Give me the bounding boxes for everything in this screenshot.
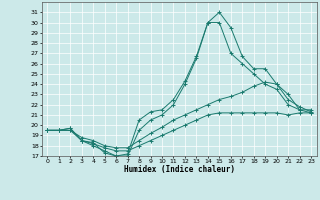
X-axis label: Humidex (Indice chaleur): Humidex (Indice chaleur) [124, 165, 235, 174]
